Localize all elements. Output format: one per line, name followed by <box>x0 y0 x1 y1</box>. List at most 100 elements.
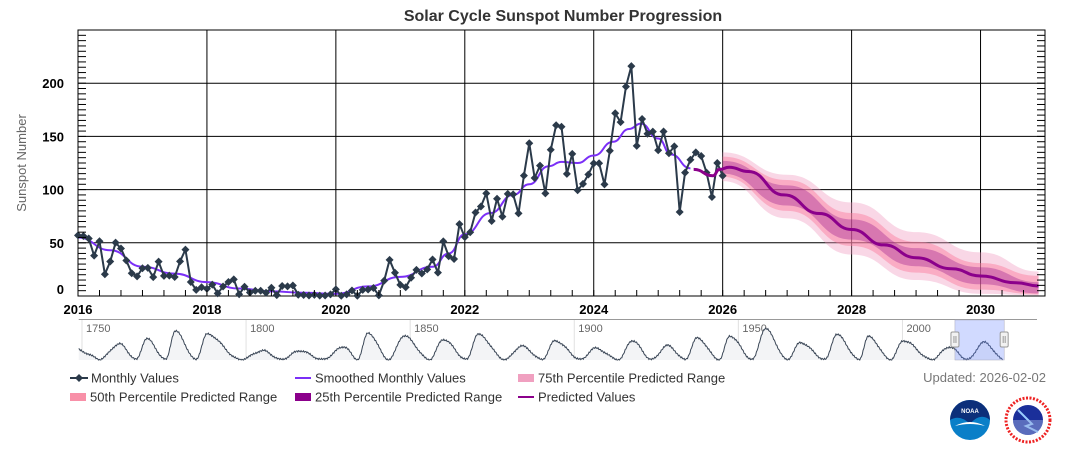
monthly-point <box>267 283 276 292</box>
monthly-point <box>627 62 636 71</box>
legend-item[interactable]: Monthly Values <box>70 371 179 386</box>
navigator-right-handle[interactable] <box>999 331 1009 348</box>
monthly-point <box>283 282 292 291</box>
handle-body <box>950 331 960 348</box>
monthly-point <box>573 186 582 195</box>
monthly-point <box>401 283 410 292</box>
prediction-bands <box>722 152 1039 296</box>
monthly-point <box>299 291 308 300</box>
p25-legend-icon <box>295 393 311 401</box>
series-lines <box>74 62 1039 300</box>
diamond-icon <box>75 374 83 382</box>
y-tick-label: 150 <box>42 129 64 144</box>
band-75th <box>722 152 1039 296</box>
x-tick-label: 2030 <box>966 302 995 317</box>
navigator-label: 1800 <box>250 323 274 335</box>
monthly-point <box>170 273 179 282</box>
monthly-point <box>681 168 690 177</box>
monthly-point <box>262 288 271 297</box>
monthly-point <box>578 179 587 188</box>
monthly-point <box>224 278 233 287</box>
monthly-point <box>278 281 287 290</box>
y-tick-label: 0 <box>57 282 64 297</box>
x-tick-label: 2022 <box>450 302 479 317</box>
monthly-point <box>213 289 222 298</box>
legend-item[interactable]: 25th Percentile Predicted Range <box>295 390 502 405</box>
x-tick-label: 2024 <box>579 302 609 317</box>
monthly-point <box>557 122 566 131</box>
y-tick-label: 200 <box>42 76 64 91</box>
legend-label: Smoothed Monthly Values <box>315 371 466 386</box>
monthly-point <box>90 251 99 260</box>
monthly-point <box>584 170 593 179</box>
monthly-point <box>686 155 695 164</box>
monthly-point <box>181 245 190 254</box>
monthly-point <box>541 189 550 198</box>
noaa-logo: NOAA <box>950 400 990 440</box>
monthly-point <box>154 257 163 266</box>
predicted-line <box>693 165 1039 288</box>
monthly-point <box>503 189 512 198</box>
y-tick-label: 100 <box>42 183 64 198</box>
monthly-point <box>294 290 303 299</box>
monthly-point <box>439 237 448 246</box>
navigator-selection[interactable] <box>954 319 1005 361</box>
y-tick-label: 50 <box>50 236 64 251</box>
legend-item[interactable]: Predicted Values <box>518 390 636 405</box>
navigator[interactable]: 1750 1800 1850 1900 1950 2000 <box>78 319 1037 361</box>
navigator-left-handle[interactable] <box>950 331 960 348</box>
monthly-point <box>536 161 545 170</box>
monthly-point <box>568 149 577 158</box>
monthly-point <box>509 190 518 199</box>
monthly-point <box>697 151 706 160</box>
monthly-point <box>347 286 356 295</box>
nws-logo <box>1004 396 1052 444</box>
monthly-point <box>546 145 555 154</box>
monthly-point <box>718 171 727 180</box>
navigator-label: 1750 <box>86 323 110 335</box>
monthly-point <box>595 159 604 168</box>
monthly-point <box>611 109 620 118</box>
monthly-point <box>616 118 625 127</box>
monthly-point <box>138 264 147 273</box>
monthly-point <box>493 194 502 203</box>
smoothed-line <box>77 122 691 295</box>
grid <box>77 29 1046 297</box>
monthly-point <box>321 291 330 300</box>
navigator-label: 1950 <box>742 323 766 335</box>
monthly-point <box>600 180 609 189</box>
monthly-point <box>315 291 324 300</box>
monthly-point <box>235 290 244 299</box>
monthly-point <box>525 139 534 148</box>
band-25th <box>722 160 1039 294</box>
x-tick-label: 2016 <box>64 302 93 317</box>
legend-label: Predicted Values <box>538 390 636 405</box>
monthly-point <box>675 207 684 216</box>
monthly-point <box>713 159 722 167</box>
navigator-label: 2000 <box>906 323 930 335</box>
monthly-point <box>589 159 598 168</box>
monthly-point <box>460 233 469 242</box>
x-tick-label: 2020 <box>321 302 350 317</box>
monthly-point <box>390 268 399 277</box>
legend-item[interactable]: 75th Percentile Predicted Range <box>518 371 725 386</box>
navigator-label: 1900 <box>578 323 602 335</box>
monthly-point <box>444 252 453 261</box>
svg-text:NOAA: NOAA <box>961 409 979 415</box>
legend: Monthly Values Smoothed Monthly Values 75t… <box>70 371 725 405</box>
legend-item[interactable]: 50th Percentile Predicted Range <box>70 390 277 405</box>
monthly-point <box>116 244 125 253</box>
monthly-point <box>407 273 416 282</box>
monthly-point <box>632 141 641 150</box>
monthly-point <box>530 174 539 183</box>
legend-item[interactable]: Smoothed Monthly Values <box>295 371 466 386</box>
monthly-point <box>519 171 528 180</box>
band-50th <box>722 156 1039 295</box>
monthly-point <box>562 169 571 178</box>
monthly-point <box>229 275 238 284</box>
chart-title: Solar Cycle Sunspot Number Progression <box>404 8 722 25</box>
monthly-point <box>143 263 152 272</box>
monthly-point <box>202 284 211 293</box>
updated-date: Updated: 2026-02-02 <box>923 370 1046 385</box>
monthly-point <box>455 220 464 229</box>
